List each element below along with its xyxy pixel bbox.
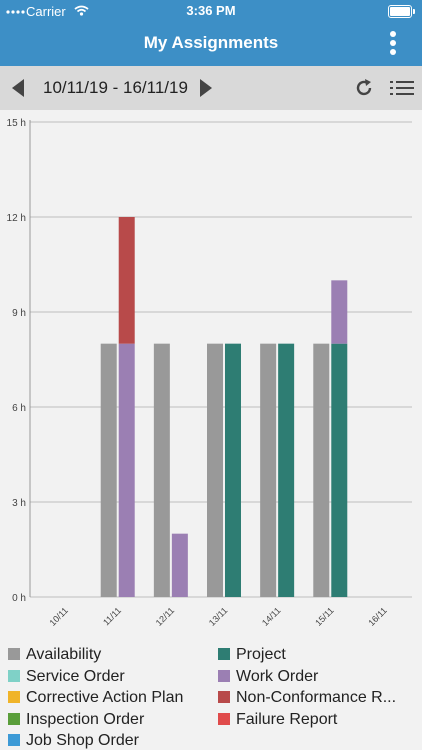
list-view-icon[interactable] <box>390 79 414 97</box>
legend-swatch <box>218 712 230 725</box>
signal-icon <box>6 10 25 14</box>
x-tick-label: 14/11 <box>260 605 283 628</box>
legend-label: Availability <box>26 646 102 663</box>
legend-label: Work Order <box>236 667 319 685</box>
bar-availability-12-11 <box>153 343 170 597</box>
status-bar: Carrier 3:36 PM <box>0 0 422 22</box>
legend-label: Job Shop Order <box>26 732 139 749</box>
legend-label: Project <box>236 646 286 663</box>
legend-swatch <box>8 712 20 725</box>
legend-swatch <box>8 691 20 703</box>
more-menu-icon[interactable] <box>390 31 396 55</box>
legend-item: Job Shop Order <box>8 730 213 750</box>
legend-item: Failure Report <box>218 709 418 729</box>
legend-swatch <box>8 734 20 746</box>
page-title: My Assignments <box>143 33 279 52</box>
legend-swatch <box>8 669 20 682</box>
bar-work-order-12-11 <box>171 533 188 597</box>
bar-availability-14-11 <box>260 343 277 597</box>
legend-swatch <box>218 691 230 703</box>
x-tick-label: 12/11 <box>154 605 177 628</box>
y-tick-label: 12 h <box>7 213 26 224</box>
legend-label: Corrective Action Plan <box>26 689 184 706</box>
legend-item: Service Order <box>8 666 213 686</box>
legend-swatch <box>218 669 230 682</box>
bar-work-order-11-11 <box>118 343 135 597</box>
x-tick-label: 13/11 <box>207 605 230 628</box>
x-tick-label: 15/11 <box>313 605 336 628</box>
bar-work-order-15-11 <box>331 280 348 344</box>
carrier-label: Carrier <box>26 4 66 19</box>
clock: 3:36 PM <box>186 3 236 18</box>
legend-item: Inspection Order <box>8 709 213 729</box>
y-tick-label: 6 h <box>12 403 26 414</box>
next-week-button[interactable] <box>200 79 212 97</box>
x-tick-label: 11/11 <box>101 605 123 627</box>
legend-item: Project <box>218 644 418 664</box>
chart-legend: Availability Project Service Order Work Ord… <box>0 640 422 750</box>
assignments-chart: 0 h 3 h 6 h 9 h 12 h 15 h 10/11 11/11 12/11 13/11… <box>0 110 422 640</box>
bar-project-15-11 <box>331 343 348 597</box>
legend-label: Non-Conformance R... <box>236 689 397 706</box>
bar-project-13-11 <box>225 343 241 597</box>
legend-item: Non-Conformance R... <box>218 687 418 707</box>
y-tick-label: 0 h <box>12 593 26 604</box>
date-toolbar: 10/11/19 - 16/11/19 <box>0 66 422 110</box>
refresh-icon[interactable] <box>354 78 374 98</box>
chart-svg: 0 h 3 h 6 h 9 h 12 h 15 h 10/11 11/11 12/11 13/11… <box>7 118 412 628</box>
legend-label: Service Order <box>26 667 125 685</box>
nav-bar: Carrier 3:36 PM My Assignments <box>0 0 422 66</box>
bar-availability-11-11 <box>100 343 117 597</box>
y-tick-label: 3 h <box>12 498 26 509</box>
wifi-icon <box>74 5 89 16</box>
legend-label: Failure Report <box>236 710 338 728</box>
x-tick-label: 16/11 <box>366 605 389 628</box>
legend-label: Inspection Order <box>26 710 145 728</box>
legend-item: Availability <box>8 644 213 664</box>
bar-project-14-11 <box>278 343 295 597</box>
legend-item: Work Order <box>218 666 418 686</box>
bar-availability-15-11 <box>313 343 330 597</box>
y-tick-label: 15 h <box>7 118 26 129</box>
bar-non-conformance-report-11-11 <box>118 217 135 344</box>
date-range: 10/11/19 - 16/11/19 <box>43 78 188 97</box>
y-tick-label: 9 h <box>12 308 26 319</box>
legend-item: Corrective Action Plan <box>8 687 213 707</box>
legend-swatch <box>8 648 20 660</box>
previous-week-button[interactable] <box>12 79 24 97</box>
legend-swatch <box>218 648 230 660</box>
battery-icon <box>388 5 415 18</box>
bar-availability-13-11 <box>207 343 223 597</box>
x-tick-label: 10/11 <box>47 605 70 628</box>
